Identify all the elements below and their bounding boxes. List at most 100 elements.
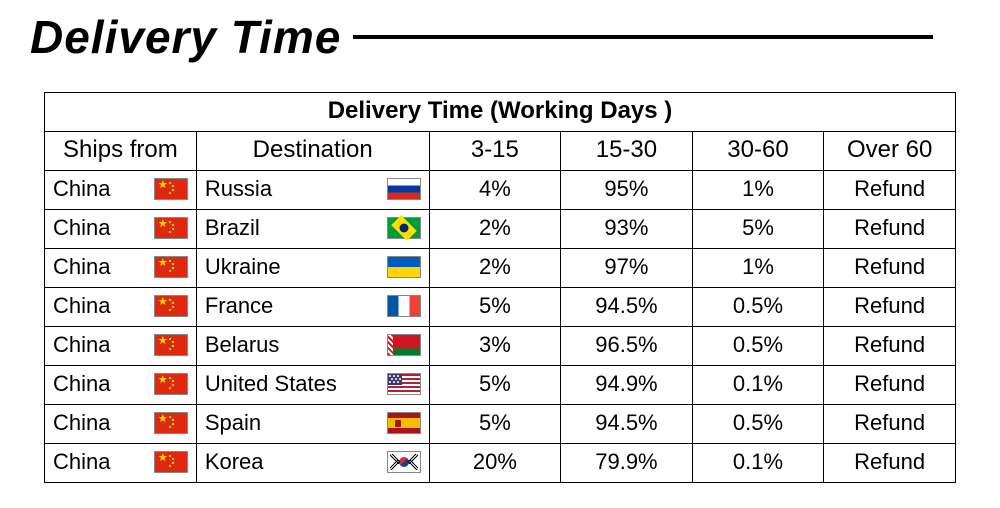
ships-from-name: China <box>53 332 148 358</box>
cell-over-60: Refund <box>824 405 956 444</box>
destination-name: Belarus <box>205 332 381 358</box>
col-30-60: 30-60 <box>692 132 824 171</box>
cell-30-60: 1% <box>692 171 824 210</box>
cell-15-30: 95% <box>561 171 693 210</box>
cell-over-60: Refund <box>824 171 956 210</box>
destination-name: Korea <box>205 449 381 475</box>
ships-from-cell: China <box>45 288 197 327</box>
destination-cell: Brazil <box>196 210 429 249</box>
ships-from-cell: China <box>45 444 197 483</box>
destination-cell: United States <box>196 366 429 405</box>
cell-15-30: 96.5% <box>561 327 693 366</box>
cn-flag-icon <box>154 412 188 434</box>
cell-30-60: 0.1% <box>692 444 824 483</box>
cn-flag-icon <box>154 178 188 200</box>
es-flag-icon <box>387 412 421 434</box>
cell-15-30: 93% <box>561 210 693 249</box>
destination-name: Brazil <box>205 215 381 241</box>
cell-3-15: 5% <box>429 405 561 444</box>
destination-cell: Ukraine <box>196 249 429 288</box>
br-flag-icon <box>387 217 421 239</box>
cell-over-60: Refund <box>824 444 956 483</box>
table-row: China Russia 4%95%1%Refund <box>45 171 956 210</box>
cn-flag-icon <box>154 295 188 317</box>
cell-3-15: 2% <box>429 210 561 249</box>
cell-over-60: Refund <box>824 288 956 327</box>
table-row: China Brazil 2%93%5%Refund <box>45 210 956 249</box>
delivery-table: Delivery Time (Working Days ) Ships from… <box>44 92 956 483</box>
title-divider <box>353 35 933 39</box>
kr-flag-icon <box>387 451 421 473</box>
col-3-15: 3-15 <box>429 132 561 171</box>
delivery-time-page: Delivery Time Delivery Time (Working Day… <box>0 0 1000 508</box>
cell-3-15: 5% <box>429 288 561 327</box>
cn-flag-icon <box>154 451 188 473</box>
ua-flag-icon <box>387 256 421 278</box>
destination-name: United States <box>205 371 381 397</box>
cn-flag-icon <box>154 373 188 395</box>
us-flag-icon <box>387 373 421 395</box>
destination-name: Russia <box>205 176 381 202</box>
cn-flag-icon <box>154 256 188 278</box>
destination-name: France <box>205 293 381 319</box>
table-row: China Korea 20%79.9%0.1%Refund <box>45 444 956 483</box>
cell-30-60: 0.1% <box>692 366 824 405</box>
col-over-60: Over 60 <box>824 132 956 171</box>
table-title-row: Delivery Time (Working Days ) <box>45 93 956 132</box>
cn-flag-icon <box>154 217 188 239</box>
cell-over-60: Refund <box>824 366 956 405</box>
ships-from-cell: China <box>45 249 197 288</box>
cn-flag-icon <box>154 334 188 356</box>
cell-3-15: 2% <box>429 249 561 288</box>
cell-3-15: 5% <box>429 366 561 405</box>
page-title: Delivery Time <box>30 10 341 64</box>
ships-from-cell: China <box>45 405 197 444</box>
ships-from-name: China <box>53 371 148 397</box>
col-destination: Destination <box>196 132 429 171</box>
cell-15-30: 97% <box>561 249 693 288</box>
fr-flag-icon <box>387 295 421 317</box>
ru-flag-icon <box>387 178 421 200</box>
ships-from-name: China <box>53 254 148 280</box>
ships-from-name: China <box>53 293 148 319</box>
cell-3-15: 20% <box>429 444 561 483</box>
ships-from-name: China <box>53 176 148 202</box>
cell-over-60: Refund <box>824 210 956 249</box>
table-header-row: Ships from Destination 3-15 15-30 30-60 … <box>45 132 956 171</box>
ships-from-name: China <box>53 215 148 241</box>
cell-30-60: 1% <box>692 249 824 288</box>
table-row: China Ukraine 2%97%1%Refund <box>45 249 956 288</box>
cell-30-60: 0.5% <box>692 405 824 444</box>
ships-from-name: China <box>53 410 148 436</box>
cell-30-60: 0.5% <box>692 288 824 327</box>
destination-cell: France <box>196 288 429 327</box>
cell-30-60: 0.5% <box>692 327 824 366</box>
cell-over-60: Refund <box>824 327 956 366</box>
cell-15-30: 94.5% <box>561 288 693 327</box>
destination-cell: Russia <box>196 171 429 210</box>
table-title: Delivery Time (Working Days ) <box>45 93 956 132</box>
by-flag-icon <box>387 334 421 356</box>
destination-cell: Spain <box>196 405 429 444</box>
ships-from-name: China <box>53 449 148 475</box>
delivery-table-body: ChinaRussia4%95%1%RefundChinaBrazil2%93%… <box>45 171 956 483</box>
cell-15-30: 79.9% <box>561 444 693 483</box>
table-row: ChinaUnited States5%94.9%0.1%Refund <box>45 366 956 405</box>
cell-3-15: 3% <box>429 327 561 366</box>
ships-from-cell: China <box>45 327 197 366</box>
ships-from-cell: China <box>45 171 197 210</box>
cell-over-60: Refund <box>824 249 956 288</box>
destination-name: Ukraine <box>205 254 381 280</box>
cell-15-30: 94.5% <box>561 405 693 444</box>
destination-cell: Belarus <box>196 327 429 366</box>
col-ships-from: Ships from <box>45 132 197 171</box>
cell-3-15: 4% <box>429 171 561 210</box>
table-row: China Spain 5%94.5%0.5%Refund <box>45 405 956 444</box>
delivery-table-wrap: Delivery Time (Working Days ) Ships from… <box>44 92 956 483</box>
destination-name: Spain <box>205 410 381 436</box>
col-15-30: 15-30 <box>561 132 693 171</box>
ships-from-cell: China <box>45 366 197 405</box>
ships-from-cell: China <box>45 210 197 249</box>
table-row: China France 5%94.5%0.5%Refund <box>45 288 956 327</box>
cell-30-60: 5% <box>692 210 824 249</box>
